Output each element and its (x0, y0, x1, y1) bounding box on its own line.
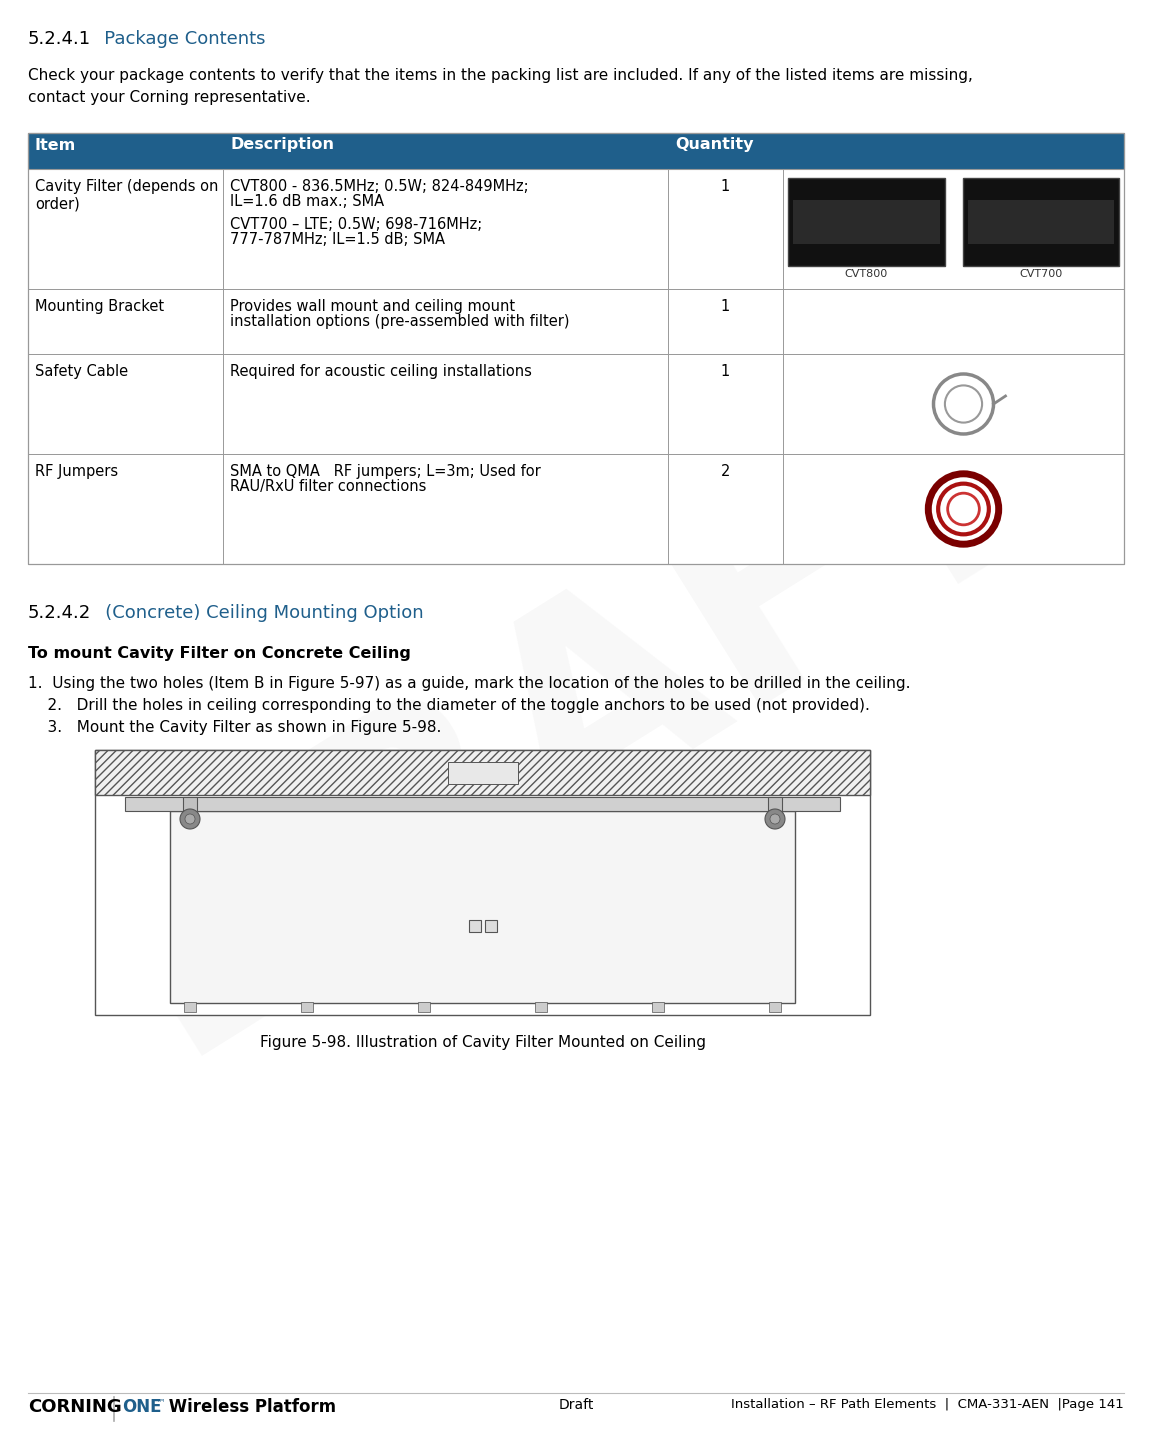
Bar (170, 811, 795, 1003)
Text: 3.   Mount the Cavity Filter as shown in Figure 5-98.: 3. Mount the Cavity Filter as shown in F… (28, 720, 441, 735)
Text: NI: NI (476, 904, 488, 917)
Text: Wireless Platform: Wireless Platform (162, 1398, 336, 1416)
Text: Ceiling: Ceiling (460, 765, 506, 779)
Bar (968, 199, 1114, 244)
Text: Check your package contents to verify that the items in the packing list are inc: Check your package contents to verify th… (28, 67, 973, 83)
Circle shape (185, 814, 195, 824)
Text: IL=1.6 dB max.; SMA: IL=1.6 dB max.; SMA (230, 194, 384, 210)
Text: Description: Description (230, 138, 334, 152)
Bar (485, 920, 497, 933)
Text: Installation – RF Path Elements  |  CMA-331-AEN  |Page 141: Installation – RF Path Elements | CMA-33… (732, 1398, 1124, 1411)
Text: Safety Cable: Safety Cable (35, 364, 128, 379)
Text: 1: 1 (721, 364, 730, 379)
Text: 1: 1 (721, 179, 730, 194)
Text: ™: ™ (156, 1398, 166, 1406)
Text: ONE: ONE (122, 1398, 161, 1416)
Text: Quantity: Quantity (675, 138, 753, 152)
Circle shape (765, 809, 785, 829)
Text: CVT700 – LTE; 0.5W; 698-716MHz;: CVT700 – LTE; 0.5W; 698-716MHz; (230, 217, 483, 232)
Text: RAU/RxU filter connections: RAU/RxU filter connections (230, 479, 426, 494)
Bar (768, 796, 782, 825)
Text: RF Jumpers: RF Jumpers (35, 464, 119, 479)
Bar (418, 1002, 430, 1012)
Bar (94, 751, 870, 795)
Text: 777-787MHz; IL=1.5 dB; SMA: 777-787MHz; IL=1.5 dB; SMA (230, 232, 445, 247)
Text: (Concrete) Ceiling Mounting Option: (Concrete) Ceiling Mounting Option (88, 604, 424, 621)
Text: 1: 1 (721, 298, 730, 314)
Bar (963, 178, 1119, 265)
Bar (447, 762, 517, 784)
Bar (94, 751, 870, 1015)
Text: Required for acoustic ceiling installations: Required for acoustic ceiling installati… (230, 364, 532, 379)
Text: DRAFT: DRAFT (65, 326, 1087, 1105)
Text: CVT800: CVT800 (844, 268, 888, 278)
Bar (28, 288, 1124, 354)
Bar (126, 796, 840, 811)
Text: 2: 2 (721, 464, 730, 479)
Bar (469, 920, 480, 933)
Bar (28, 354, 1124, 453)
Circle shape (180, 809, 200, 829)
Bar (793, 199, 940, 244)
Text: Draft: Draft (559, 1398, 593, 1412)
Text: Package Contents: Package Contents (88, 30, 265, 47)
Bar (183, 796, 197, 825)
Text: CVT800 - 836.5MHz; 0.5W; 824-849MHz;: CVT800 - 836.5MHz; 0.5W; 824-849MHz; (230, 179, 529, 194)
Text: To mount Cavity Filter on Concrete Ceiling: To mount Cavity Filter on Concrete Ceili… (28, 646, 411, 662)
Text: Mounting Bracket: Mounting Bracket (35, 298, 164, 314)
Text: contact your Corning representative.: contact your Corning representative. (28, 90, 311, 105)
Text: Figure 5-98. Illustration of Cavity Filter Mounted on Ceiling: Figure 5-98. Illustration of Cavity Filt… (259, 1035, 705, 1050)
Text: SMA to QMA   RF jumpers; L=3m; Used for: SMA to QMA RF jumpers; L=3m; Used for (230, 464, 540, 479)
Bar (28, 453, 1124, 564)
Bar (184, 1002, 196, 1012)
Text: Cavity Filter (depends on
order): Cavity Filter (depends on order) (35, 179, 219, 211)
Bar (28, 169, 1124, 288)
Text: Provides wall mount and ceiling mount: Provides wall mount and ceiling mount (230, 298, 515, 314)
Bar (28, 133, 1124, 564)
Bar (28, 133, 1124, 169)
Text: 5.2.4.2: 5.2.4.2 (28, 604, 91, 621)
Text: Item: Item (35, 138, 76, 152)
Text: 2.   Drill the holes in ceiling corresponding to the diameter of the toggle anch: 2. Drill the holes in ceiling correspond… (28, 697, 870, 713)
Bar (301, 1002, 313, 1012)
Bar (788, 178, 945, 265)
Text: installation options (pre-assembled with filter): installation options (pre-assembled with… (230, 314, 569, 329)
Text: 1.  Using the two holes (Item B in Figure 5-97) as a guide, mark the location of: 1. Using the two holes (Item B in Figure… (28, 676, 910, 692)
Text: CVT700: CVT700 (1020, 268, 1062, 278)
Circle shape (770, 814, 780, 824)
Text: CORNING: CORNING (28, 1398, 122, 1416)
Bar (652, 1002, 664, 1012)
Text: 5.2.4.1: 5.2.4.1 (28, 30, 91, 47)
Bar (770, 1002, 781, 1012)
Bar (535, 1002, 547, 1012)
